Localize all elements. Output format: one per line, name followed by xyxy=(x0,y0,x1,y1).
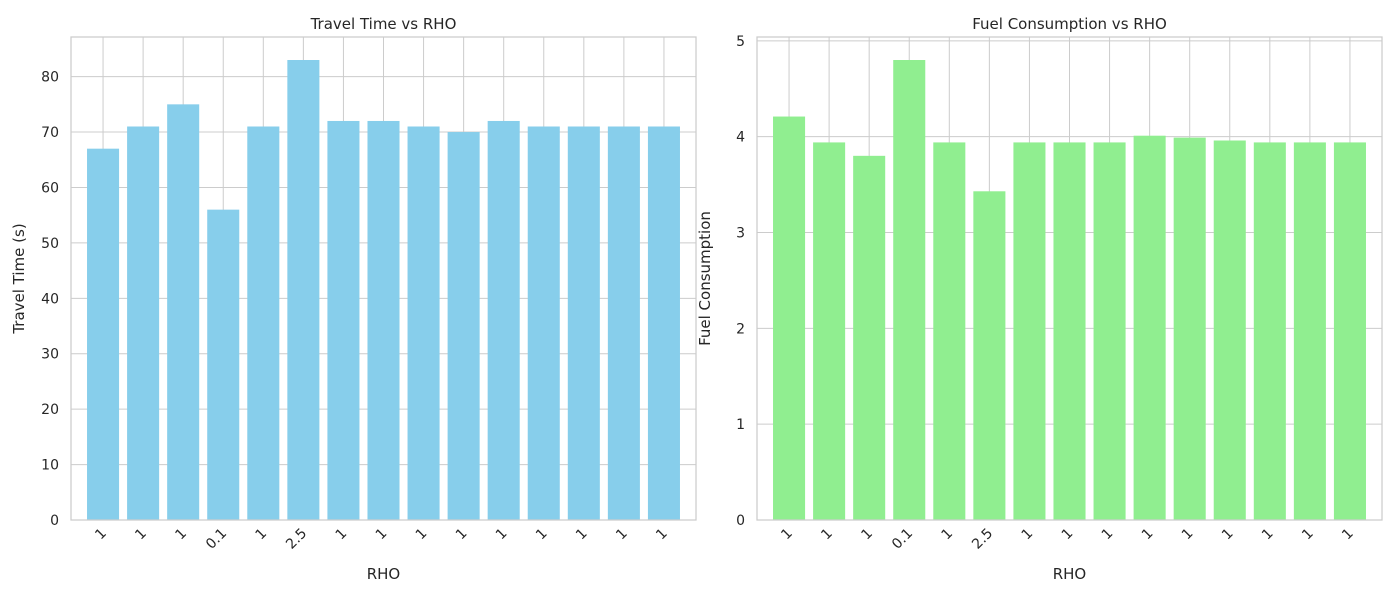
bar xyxy=(893,60,926,520)
x-tick-label: 1 xyxy=(939,526,957,544)
y-tick-label: 70 xyxy=(41,125,59,141)
x-tick-label: 1 xyxy=(1179,526,1197,544)
y-tick-label: 40 xyxy=(41,291,59,307)
plot-frame xyxy=(756,36,1383,521)
x-tick-label: 1 xyxy=(1339,526,1357,544)
x-tick-label: 1 xyxy=(1059,526,1077,544)
x-tick-label: 1 xyxy=(613,526,631,544)
bar xyxy=(1253,142,1286,520)
x-tick-label: 2.5 xyxy=(969,526,996,553)
y-tick-label: 50 xyxy=(41,236,59,252)
y-tick-label: 10 xyxy=(41,458,59,474)
y-tick-label: 4 xyxy=(736,130,745,146)
x-tick-label: 1 xyxy=(653,526,671,544)
x-tick-label: 2.5 xyxy=(283,526,310,553)
y-tick-label: 30 xyxy=(41,347,59,363)
bar xyxy=(527,126,560,520)
bar xyxy=(933,142,966,520)
bar xyxy=(1173,137,1206,520)
bar xyxy=(407,126,440,520)
bar xyxy=(1093,142,1126,520)
y-tick-label: 20 xyxy=(41,402,59,418)
x-tick-label: 1 xyxy=(1099,526,1117,544)
x-tick-label: 1 xyxy=(533,526,551,544)
bar xyxy=(167,104,200,521)
x-tick-label: 1 xyxy=(413,526,431,544)
y-axis-label: Fuel Consumption xyxy=(696,211,714,346)
x-axis-label: RHO xyxy=(1053,565,1087,583)
bar xyxy=(207,209,240,520)
x-tick-label: 1 xyxy=(132,526,150,544)
bar xyxy=(1053,142,1086,520)
x-tick-label: 1 xyxy=(1019,526,1037,544)
bar xyxy=(1133,135,1166,521)
x-tick-label: 1 xyxy=(1259,526,1277,544)
y-tick-label: 2 xyxy=(736,321,745,337)
bar xyxy=(1013,142,1046,520)
x-tick-label: 1 xyxy=(818,526,836,544)
x-tick-label: 1 xyxy=(493,526,511,544)
x-axis-label: RHO xyxy=(367,565,401,583)
x-tick-label: 1 xyxy=(778,526,796,544)
bar xyxy=(773,116,806,521)
x-tick-label: 1 xyxy=(453,526,471,544)
plot-frame xyxy=(70,36,697,521)
bar xyxy=(607,126,640,520)
travel-time-chart: 0 10 20 30 40 50 60 70 80 1 1 1 0.1 1 2.5 1 1 1 1 1 1 1 1 1 Trav… xyxy=(10,15,697,583)
y-axis-label: Travel Time (s) xyxy=(10,223,28,334)
x-tick-label: 1 xyxy=(1139,526,1157,544)
x-tick-label: 1 xyxy=(373,526,391,544)
bar xyxy=(87,148,120,521)
x-tick-label: 0.1 xyxy=(203,526,230,553)
bar xyxy=(447,132,480,520)
y-tick-label: 60 xyxy=(41,180,59,196)
bar xyxy=(287,60,320,520)
bar xyxy=(127,126,160,520)
y-tick-label: 0 xyxy=(50,513,59,529)
y-tick-label: 1 xyxy=(736,417,745,433)
bar xyxy=(567,126,600,520)
bar xyxy=(327,120,360,520)
bar xyxy=(647,126,680,520)
bar xyxy=(487,120,520,520)
chart-title: Travel Time vs RHO xyxy=(310,15,457,33)
bar xyxy=(1333,142,1366,520)
x-tick-label: 1 xyxy=(858,526,876,544)
x-tick-label: 1 xyxy=(172,526,190,544)
x-tick-label: 1 xyxy=(573,526,591,544)
y-tick-label: 5 xyxy=(736,34,745,50)
chart-title: Fuel Consumption vs RHO xyxy=(972,15,1167,33)
bar xyxy=(813,142,846,520)
x-tick-label: 1 xyxy=(92,526,110,544)
x-tick-label: 0.1 xyxy=(889,526,916,553)
y-tick-label: 80 xyxy=(41,70,59,86)
bar xyxy=(1293,142,1326,520)
x-tick-label: 1 xyxy=(1219,526,1237,544)
bar xyxy=(1213,140,1246,520)
bar xyxy=(367,120,400,520)
bar xyxy=(853,155,886,521)
bar xyxy=(973,191,1006,520)
x-tick-label: 1 xyxy=(1299,526,1317,544)
x-tick-label: 1 xyxy=(253,526,271,544)
y-tick-label: 3 xyxy=(736,226,745,242)
x-tick-label: 1 xyxy=(333,526,351,544)
bar xyxy=(247,126,280,520)
fuel-consumption-chart: 0 1 2 3 4 5 1 1 1 0.1 1 2.5 1 1 1 1 1 1 1 1 1 Fuel Consumptio… xyxy=(696,15,1383,583)
y-tick-label: 0 xyxy=(736,513,745,529)
